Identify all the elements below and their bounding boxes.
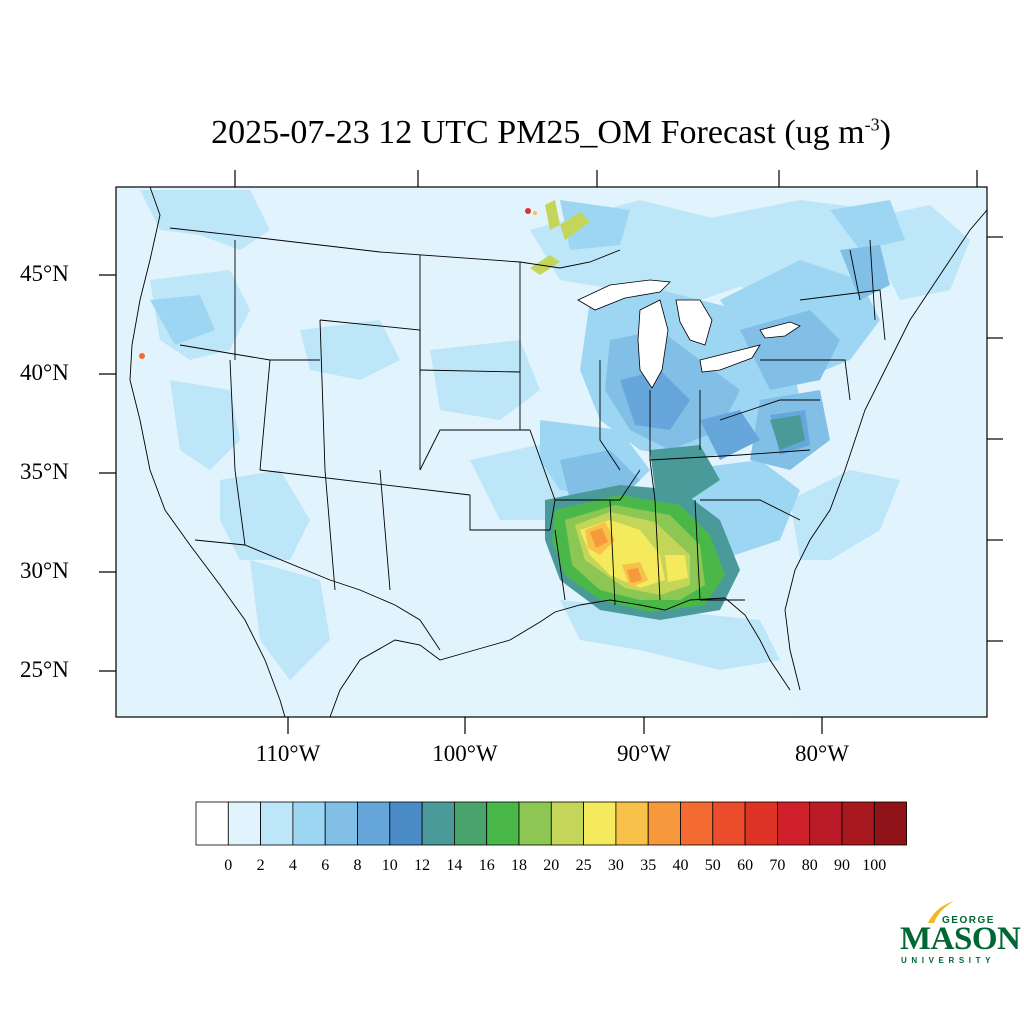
colorbar-label: 35 — [640, 857, 657, 874]
colorbar-cell — [873, 801, 907, 846]
colorbar-cell — [680, 801, 714, 846]
bottom-ticks — [287, 717, 823, 734]
colorbar-label: 8 — [353, 857, 362, 874]
boundary-lines — [129, 187, 987, 717]
colorbar-cell — [453, 801, 488, 846]
colorbar-cell — [324, 801, 358, 846]
colorbar-label: 16 — [478, 857, 495, 874]
atlantic-ocean — [785, 330, 987, 717]
top-ticks — [234, 170, 978, 187]
lat-label-25: 25°N — [20, 657, 69, 682]
colorbar-cell — [292, 801, 326, 846]
pacific-ocean — [116, 187, 285, 717]
colorbar-label: 2 — [256, 857, 265, 874]
lat-label-40: 40°N — [20, 360, 69, 385]
colorbar-cell — [421, 801, 455, 846]
title-superscript: -3 — [864, 114, 880, 135]
colorbar-label: 60 — [737, 857, 754, 874]
colorbar-cell — [227, 801, 262, 846]
hotspot-ca — [139, 353, 145, 359]
great-lakes — [577, 279, 801, 389]
colorbar-cell — [389, 801, 423, 846]
logo-swoosh-icon — [928, 901, 954, 923]
lon-label-110w: 110°W — [255, 741, 321, 766]
colorbar-label: 14 — [446, 857, 463, 874]
colorbar-label: 6 — [321, 857, 330, 874]
colorbar-label: 30 — [607, 857, 624, 874]
colorbar-cell — [809, 801, 843, 846]
colorbar-label: 4 — [288, 857, 297, 874]
colorbar-cell — [195, 801, 229, 846]
colorbar-cell — [744, 801, 778, 846]
colorbar-label: 100 — [862, 857, 887, 874]
colorbar-cell — [583, 801, 617, 846]
colorbar — [195, 801, 907, 846]
colorbar-cell — [841, 801, 875, 846]
lon-label-90w: 90°W — [617, 741, 671, 766]
colorbar-label: 18 — [511, 857, 527, 874]
lon-label-100w: 100°W — [432, 741, 498, 766]
colorbar-cell — [550, 801, 584, 846]
colorbar-cell — [615, 801, 649, 846]
map-frame — [115, 186, 988, 718]
lon-label-80w: 80°W — [795, 741, 849, 766]
colorbar-cell — [712, 801, 746, 846]
logo-line-university: UNIVERSITY — [901, 956, 996, 965]
colorbar-label: 20 — [543, 857, 560, 874]
logo-line-george: GEORGE — [942, 915, 995, 926]
colorbar-label: 80 — [801, 857, 818, 874]
lat-label-35: 35°N — [20, 459, 69, 484]
colorbar-label: 25 — [575, 857, 592, 874]
logo-line-mason: MASON — [900, 921, 1021, 957]
title-close: ) — [879, 114, 891, 151]
lat-label-45: 45°N — [20, 261, 69, 286]
colorbar-cell — [777, 801, 811, 846]
colorbar-cell — [647, 801, 681, 846]
colorbar-label: 70 — [769, 857, 786, 874]
colorbar-cell — [486, 801, 520, 846]
right-ticks — [987, 236, 1003, 642]
gmu-logo: GEORGE MASON UNIVERSITY — [898, 895, 1021, 970]
colorbar-cell — [260, 801, 294, 846]
field-level-35 — [590, 528, 642, 583]
lat-label-30: 30°N — [20, 558, 69, 583]
colorbar-label: 90 — [834, 857, 850, 874]
left-ticks — [99, 274, 116, 672]
colorbar-label: 50 — [704, 857, 721, 874]
colorbar-label: 12 — [414, 857, 431, 874]
colorbar-label: 40 — [672, 857, 689, 874]
colorbar-cell — [518, 801, 552, 846]
title-text: 2025-07-23 12 UTC PM25_OM Forecast (ug m — [211, 114, 865, 151]
colorbar-label: 10 — [381, 857, 398, 874]
hotspot-mn-1 — [525, 208, 531, 214]
hotspot-mn-2 — [533, 211, 537, 215]
colorbar-cell — [357, 801, 391, 846]
colorbar-label: 0 — [224, 857, 233, 874]
plot-title: 2025-07-23 12 UTC PM25_OM Forecast (ug m… — [0, 114, 1024, 152]
map-panel — [116, 187, 987, 717]
